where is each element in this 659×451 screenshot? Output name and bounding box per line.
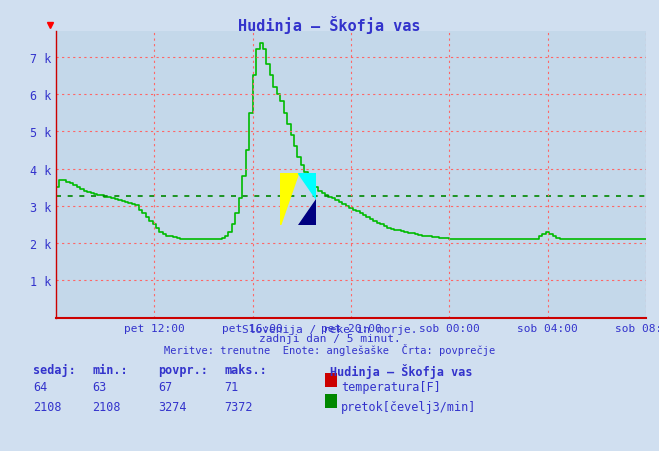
Polygon shape (298, 174, 316, 199)
Text: povpr.:: povpr.: (158, 363, 208, 376)
Text: 2108: 2108 (33, 400, 61, 414)
Text: 71: 71 (224, 380, 239, 393)
Text: min.:: min.: (92, 363, 128, 376)
Text: Hudinja – Škofja vas: Hudinja – Škofja vas (330, 363, 472, 378)
Text: Hudinja – Škofja vas: Hudinja – Škofja vas (239, 16, 420, 34)
Text: 64: 64 (33, 380, 47, 393)
Text: zadnji dan / 5 minut.: zadnji dan / 5 minut. (258, 334, 401, 344)
Text: 7372: 7372 (224, 400, 252, 414)
Text: maks.:: maks.: (224, 363, 267, 376)
Text: 2108: 2108 (92, 400, 121, 414)
Text: temperatura[F]: temperatura[F] (341, 380, 441, 393)
Text: sedaj:: sedaj: (33, 363, 76, 376)
Text: 63: 63 (92, 380, 107, 393)
Polygon shape (280, 174, 298, 226)
Polygon shape (298, 199, 316, 226)
Text: pretok[čevelj3/min]: pretok[čevelj3/min] (341, 400, 476, 414)
Text: Meritve: trenutne  Enote: anglešaške  Črta: povprečje: Meritve: trenutne Enote: anglešaške Črta… (164, 344, 495, 356)
Text: Slovenija / reke in morje.: Slovenija / reke in morje. (242, 324, 417, 334)
Text: 3274: 3274 (158, 400, 186, 414)
Text: 67: 67 (158, 380, 173, 393)
